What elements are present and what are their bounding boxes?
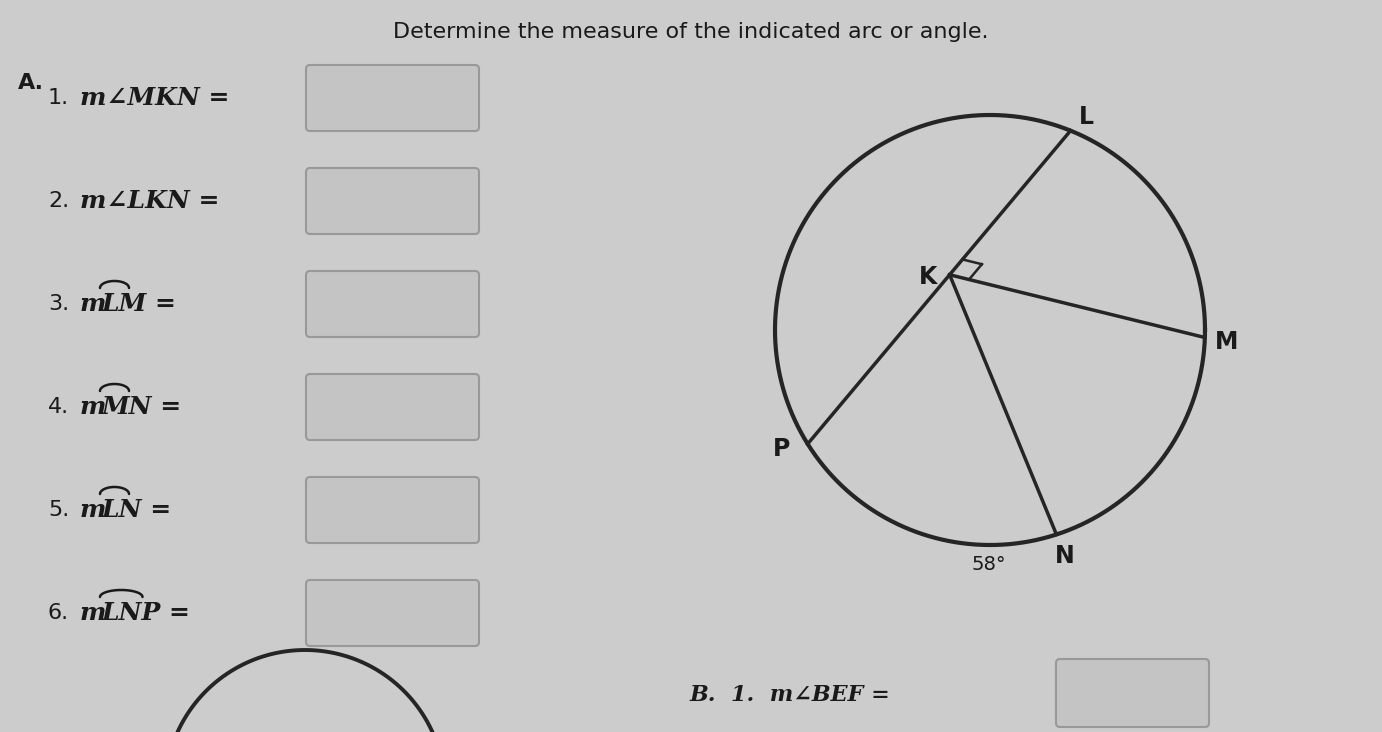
FancyBboxPatch shape xyxy=(305,168,480,234)
Text: M: M xyxy=(1215,329,1238,354)
Text: K: K xyxy=(919,265,937,288)
Text: m: m xyxy=(80,601,106,625)
Text: m: m xyxy=(80,292,106,316)
Text: 58°: 58° xyxy=(972,555,1006,574)
Text: m: m xyxy=(80,395,106,419)
Text: B.  1.  m∠BEF =: B. 1. m∠BEF = xyxy=(690,684,891,706)
Text: m∠LKN =: m∠LKN = xyxy=(80,189,220,213)
Text: P: P xyxy=(773,437,791,461)
Text: A.: A. xyxy=(18,73,44,93)
Text: LM =: LM = xyxy=(102,292,177,316)
Text: Determine the measure of the indicated arc or angle.: Determine the measure of the indicated a… xyxy=(394,22,988,42)
Text: 2.: 2. xyxy=(48,191,69,211)
Text: MN =: MN = xyxy=(102,395,182,419)
FancyBboxPatch shape xyxy=(305,374,480,440)
Text: 4.: 4. xyxy=(48,397,69,417)
Text: 5.: 5. xyxy=(48,500,69,520)
FancyBboxPatch shape xyxy=(305,271,480,337)
Text: 6.: 6. xyxy=(48,603,69,623)
Text: LNP =: LNP = xyxy=(102,601,191,625)
FancyBboxPatch shape xyxy=(305,580,480,646)
Text: LN =: LN = xyxy=(102,498,173,522)
Text: m∠MKN =: m∠MKN = xyxy=(80,86,229,110)
FancyBboxPatch shape xyxy=(305,65,480,131)
Text: 1.: 1. xyxy=(48,88,69,108)
FancyBboxPatch shape xyxy=(305,477,480,543)
Text: L: L xyxy=(1079,105,1095,129)
Text: N: N xyxy=(1054,545,1074,569)
Text: m: m xyxy=(80,498,106,522)
Text: 3.: 3. xyxy=(48,294,69,314)
FancyBboxPatch shape xyxy=(1056,659,1209,727)
